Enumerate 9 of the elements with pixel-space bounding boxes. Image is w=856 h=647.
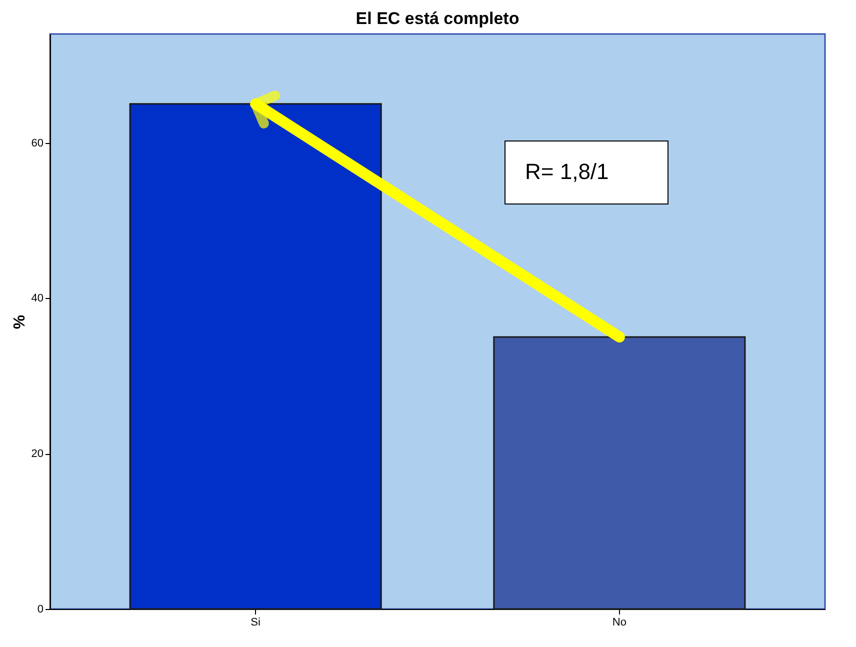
x-tick-label: Si bbox=[250, 616, 260, 628]
annotation: R= 1,8/1 bbox=[525, 159, 609, 184]
x-tick-label: No bbox=[612, 616, 626, 628]
y-tick-label: 20 bbox=[31, 448, 44, 460]
y-tick-label: 60 bbox=[31, 137, 44, 150]
y-tick-label: 0 bbox=[37, 604, 44, 616]
y-axis-title: % bbox=[11, 314, 28, 330]
chart-title: El EC está completo bbox=[356, 9, 520, 28]
y-tick-label: 40 bbox=[31, 292, 44, 305]
